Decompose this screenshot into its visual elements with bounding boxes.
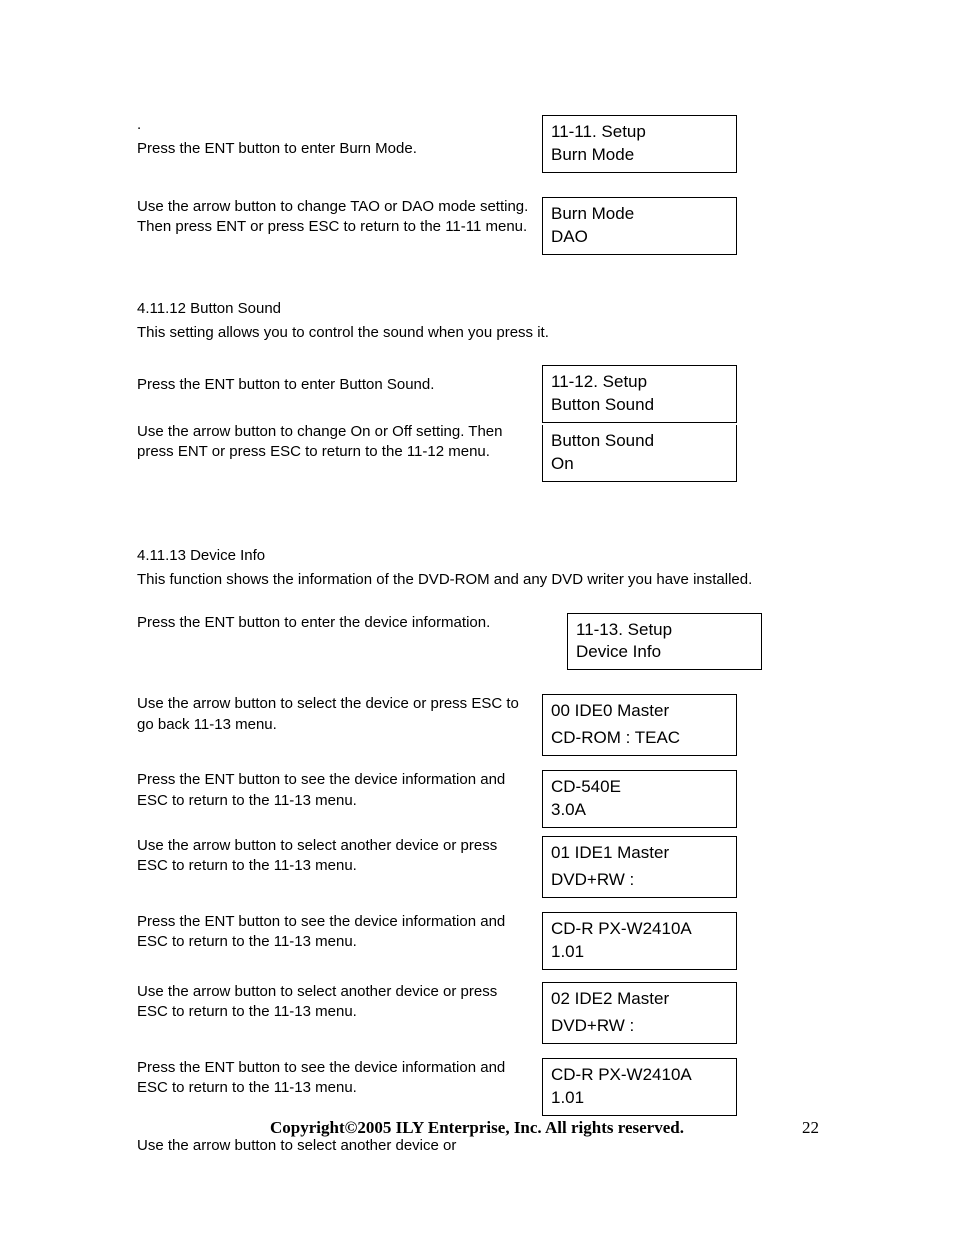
lcd-11-12-setup: 11-12. Setup Button Sound <box>542 365 737 423</box>
instr-11-13-see-0: Press the ENT button to see the device i… <box>137 770 530 811</box>
lcd-burn-mode-dao: Burn Mode DAO <box>542 197 737 255</box>
lcd-line: CD-ROM : TEAC <box>551 727 728 750</box>
lcd-11-13-setup: 11-13. Setup Device Info <box>567 613 762 671</box>
instr-11-13-another-3: Use the arrow button to select another d… <box>137 1136 819 1156</box>
lcd-line: DVD+RW : <box>551 1015 728 1038</box>
lcd-line: 1.01 <box>551 1087 728 1110</box>
lcd-ide1-master: 01 IDE1 Master DVD+RW : <box>542 836 737 898</box>
desc-4-11-13: This function shows the information of t… <box>137 570 819 590</box>
lcd-line: DVD+RW : <box>551 869 728 892</box>
lcd-ide2-master: 02 IDE2 Master DVD+RW : <box>542 982 737 1044</box>
lcd-line: CD-R PX-W2410A <box>551 918 728 941</box>
instr-11-11-arrow: Use the arrow button to change TAO or DA… <box>137 197 530 238</box>
heading-4-11-13: 4.11.13 Device Info <box>137 546 819 566</box>
lcd-line: DAO <box>551 226 728 249</box>
lcd-line: On <box>551 453 728 476</box>
lcd-line: Device Info <box>576 641 753 664</box>
lcd-line: 1.01 <box>551 941 728 964</box>
lcd-line: Burn Mode <box>551 203 728 226</box>
lcd-line: 01 IDE1 Master <box>551 842 728 865</box>
dot: . <box>137 115 530 135</box>
lcd-px-w2410a-1: CD-R PX-W2410A 1.01 <box>542 912 737 970</box>
instr-11-13-another-1: Use the arrow button to select another d… <box>137 836 530 877</box>
instr-11-13-see-1: Press the ENT button to see the device i… <box>137 912 530 953</box>
instr-11-12-enter: Press the ENT button to enter Button Sou… <box>137 365 530 395</box>
lcd-line: 00 IDE0 Master <box>551 700 728 723</box>
lcd-line: 11-12. Setup <box>551 371 728 394</box>
lcd-ide0-master: 00 IDE0 Master CD-ROM : TEAC <box>542 694 737 756</box>
lcd-cd-540e: CD-540E 3.0A <box>542 770 737 828</box>
lcd-line: CD-540E <box>551 776 728 799</box>
desc-4-11-12: This setting allows you to control the s… <box>137 323 819 343</box>
instr-11-11-enter: Press the ENT button to enter Burn Mode. <box>137 139 530 159</box>
heading-4-11-12: 4.11.12 Button Sound <box>137 299 819 319</box>
instr-11-13-select: Use the arrow button to select the devic… <box>137 694 530 735</box>
lcd-px-w2410a-2: CD-R PX-W2410A 1.01 <box>542 1058 737 1116</box>
lcd-line: 11-13. Setup <box>576 619 753 642</box>
lcd-button-sound-on: Button Sound On <box>542 425 737 482</box>
lcd-line: Button Sound <box>551 394 728 417</box>
page-number: 22 <box>802 1118 819 1138</box>
lcd-line: 02 IDE2 Master <box>551 988 728 1011</box>
lcd-line: CD-R PX-W2410A <box>551 1064 728 1087</box>
lcd-11-11-setup: 11-11. Setup Burn Mode <box>542 115 737 173</box>
lcd-line: 3.0A <box>551 799 728 822</box>
instr-11-13-enter: Press the ENT button to enter the device… <box>137 613 555 633</box>
lcd-line: 11-11. Setup <box>551 121 728 144</box>
instr-11-12-arrow: Use the arrow button to change On or Off… <box>137 422 530 463</box>
lcd-line: Button Sound <box>551 430 728 453</box>
lcd-line: Burn Mode <box>551 144 728 167</box>
instr-11-13-another-2: Use the arrow button to select another d… <box>137 982 530 1023</box>
instr-11-13-see-2: Press the ENT button to see the device i… <box>137 1058 530 1099</box>
